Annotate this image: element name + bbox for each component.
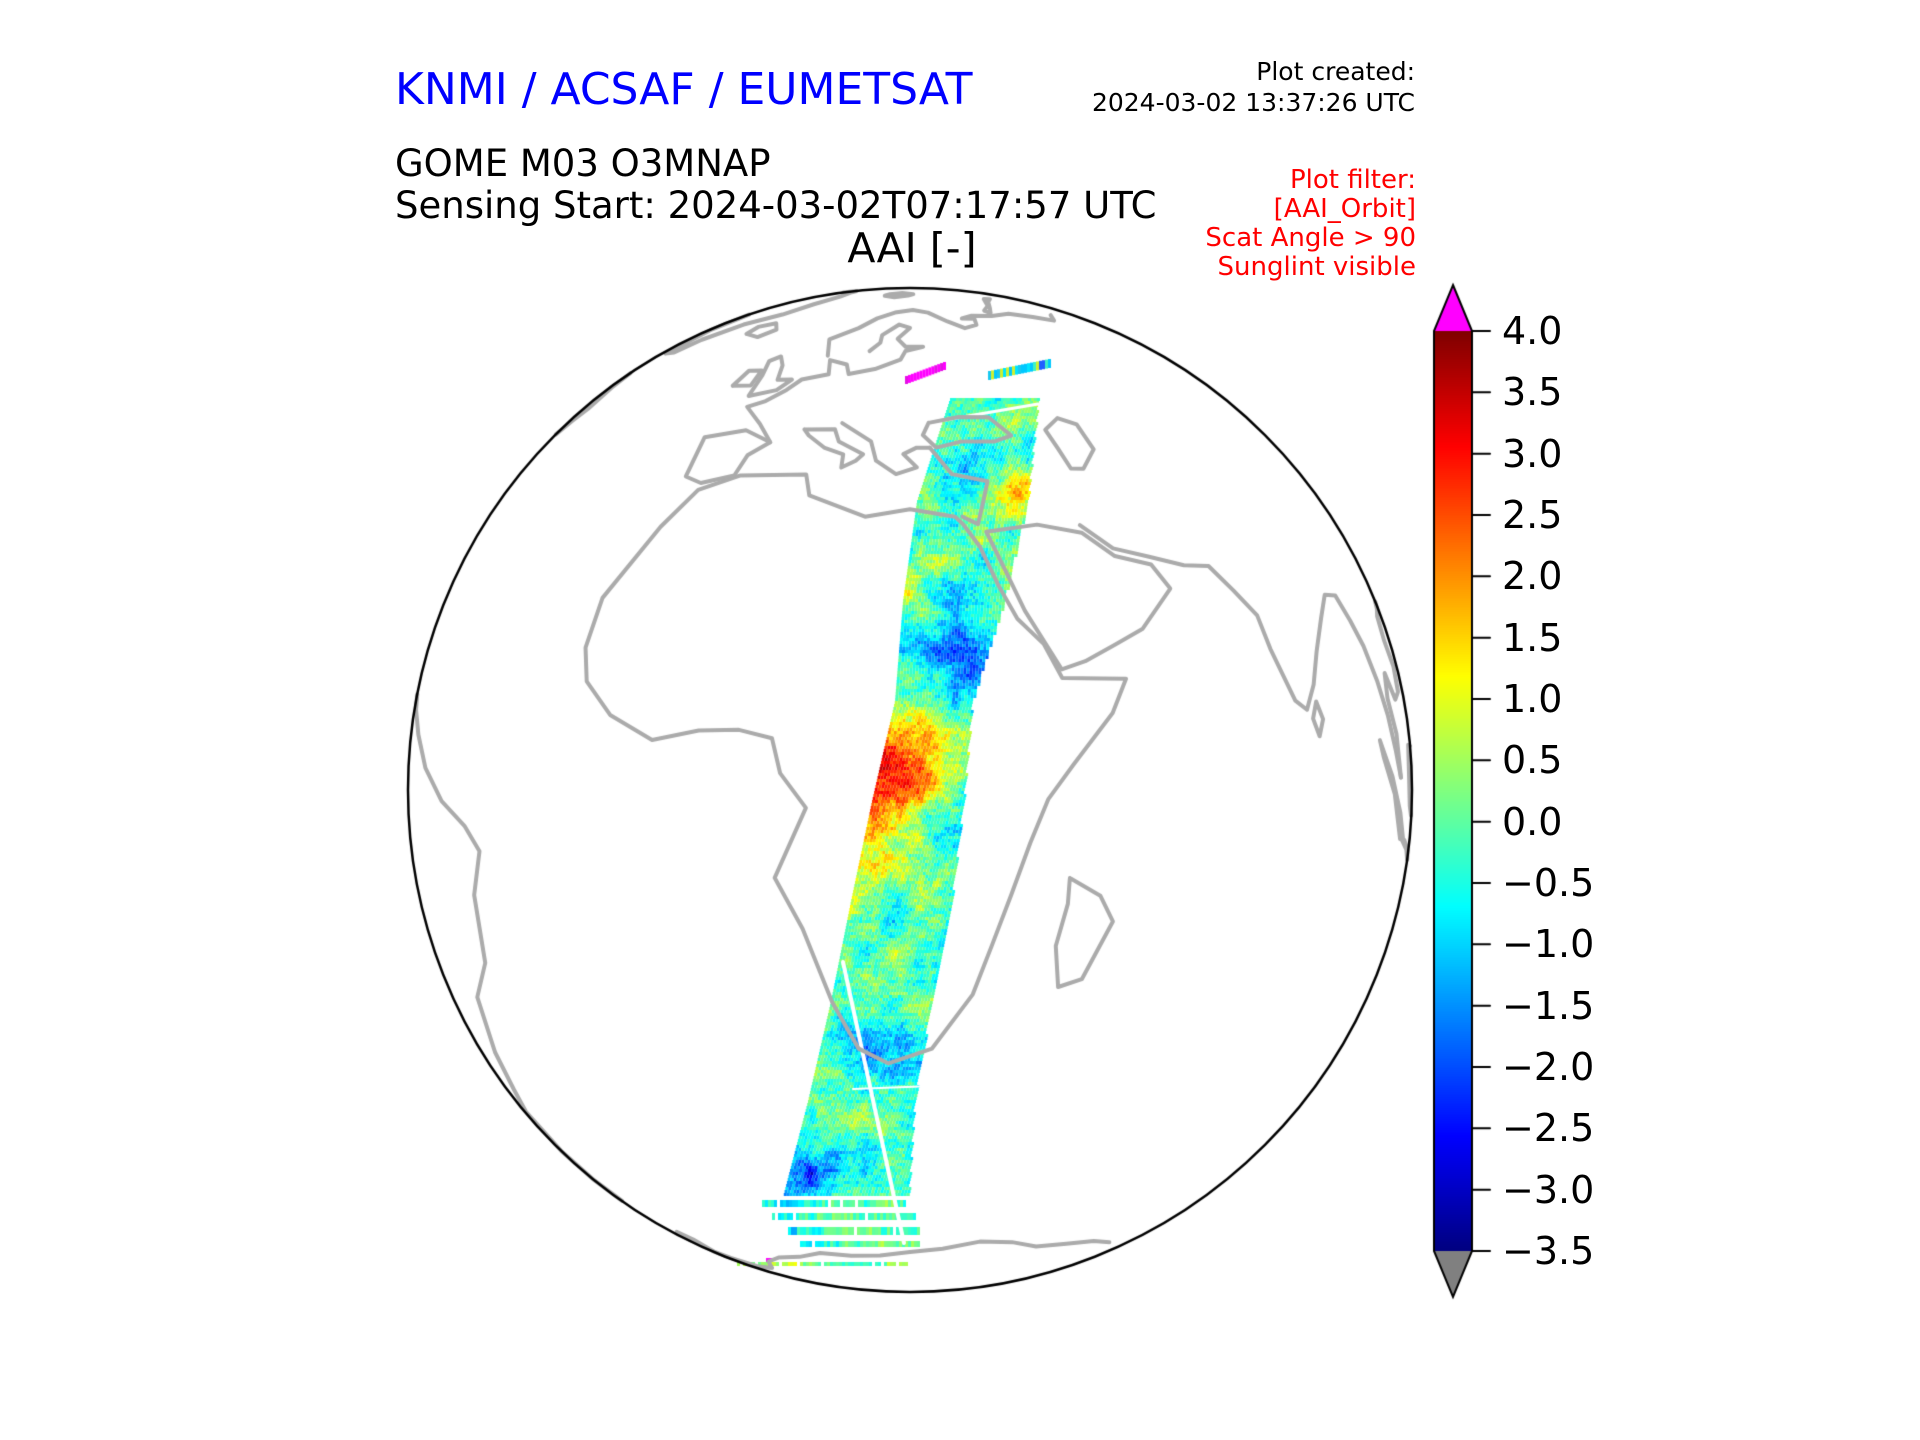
plot-filter-block: Plot filter: [AAI_Orbit] Scat Angle > 90… (1205, 166, 1416, 282)
plot-created-label: Plot created: (1256, 57, 1415, 86)
plot-created-timestamp: 2024-03-02 13:37:26 UTC (1091, 88, 1415, 117)
plot-created-block: Plot created: 2024-03-02 13:37:26 UTC (1092, 56, 1415, 118)
organization-title: KNMI / ACSAF / EUMETSAT (395, 64, 973, 115)
plot-filter-scat-angle: Scat Angle > 90 (1205, 223, 1416, 253)
colorbar-tick-label: 2.0 (1502, 554, 1563, 599)
colorbar-tick-label: −2.0 (1502, 1045, 1595, 1089)
colorbar-tick-label: 0.5 (1502, 738, 1563, 783)
colorbar-tick-label: 3.5 (1502, 370, 1563, 415)
colorbar-tick-label: 2.5 (1502, 493, 1563, 537)
plot-filter-orbit: [AAI_Orbit] (1273, 194, 1416, 224)
colorbar-tick-label: 0.0 (1502, 799, 1563, 844)
colorbar-tick-label: 4.0 (1502, 309, 1563, 353)
colorbar-tick-label: −3.5 (1502, 1229, 1595, 1273)
colorbar-tick-label: −0.5 (1502, 861, 1595, 905)
product-name: GOME M03 O3MNAP (395, 142, 771, 185)
colorbar-tick-label: −1.0 (1502, 922, 1595, 967)
plot-filter-label: Plot filter: (1289, 165, 1416, 195)
map-title: AAI [-] (847, 224, 977, 272)
colorbar-tick-label: 3.0 (1502, 431, 1563, 476)
colorbar-tick-label: −3.0 (1502, 1167, 1595, 1212)
colorbar-tick-label: 1.5 (1502, 615, 1563, 660)
colorbar-tick-label: −2.5 (1502, 1106, 1595, 1151)
plot-filter-sunglint: Sunglint visible (1217, 252, 1416, 282)
colorbar-tick-label: 1.0 (1502, 677, 1563, 721)
colorbar-tick-label: −1.5 (1502, 983, 1595, 1028)
sensing-start: Sensing Start: 2024-03-02T07:17:57 UTC (395, 184, 1157, 227)
